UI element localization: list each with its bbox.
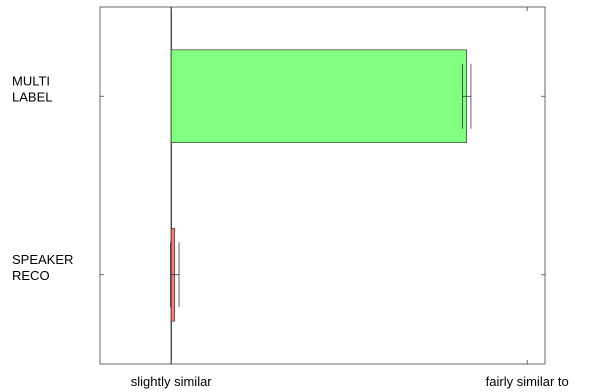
category-label-line: SPEAKER <box>12 252 73 267</box>
category-label-line: RECO <box>12 268 50 283</box>
plot-area-frame <box>99 6 546 365</box>
x-tick-label: slightly similar <box>131 374 213 389</box>
category-label: MULTI LABEL <box>12 73 52 104</box>
category-label-line: MULTI <box>12 73 50 88</box>
category-label-line: LABEL <box>12 89 52 104</box>
x-tick-label: fairly similar to <box>486 374 569 389</box>
category-label: SPEAKER RECO <box>12 252 73 283</box>
bar <box>170 49 467 143</box>
